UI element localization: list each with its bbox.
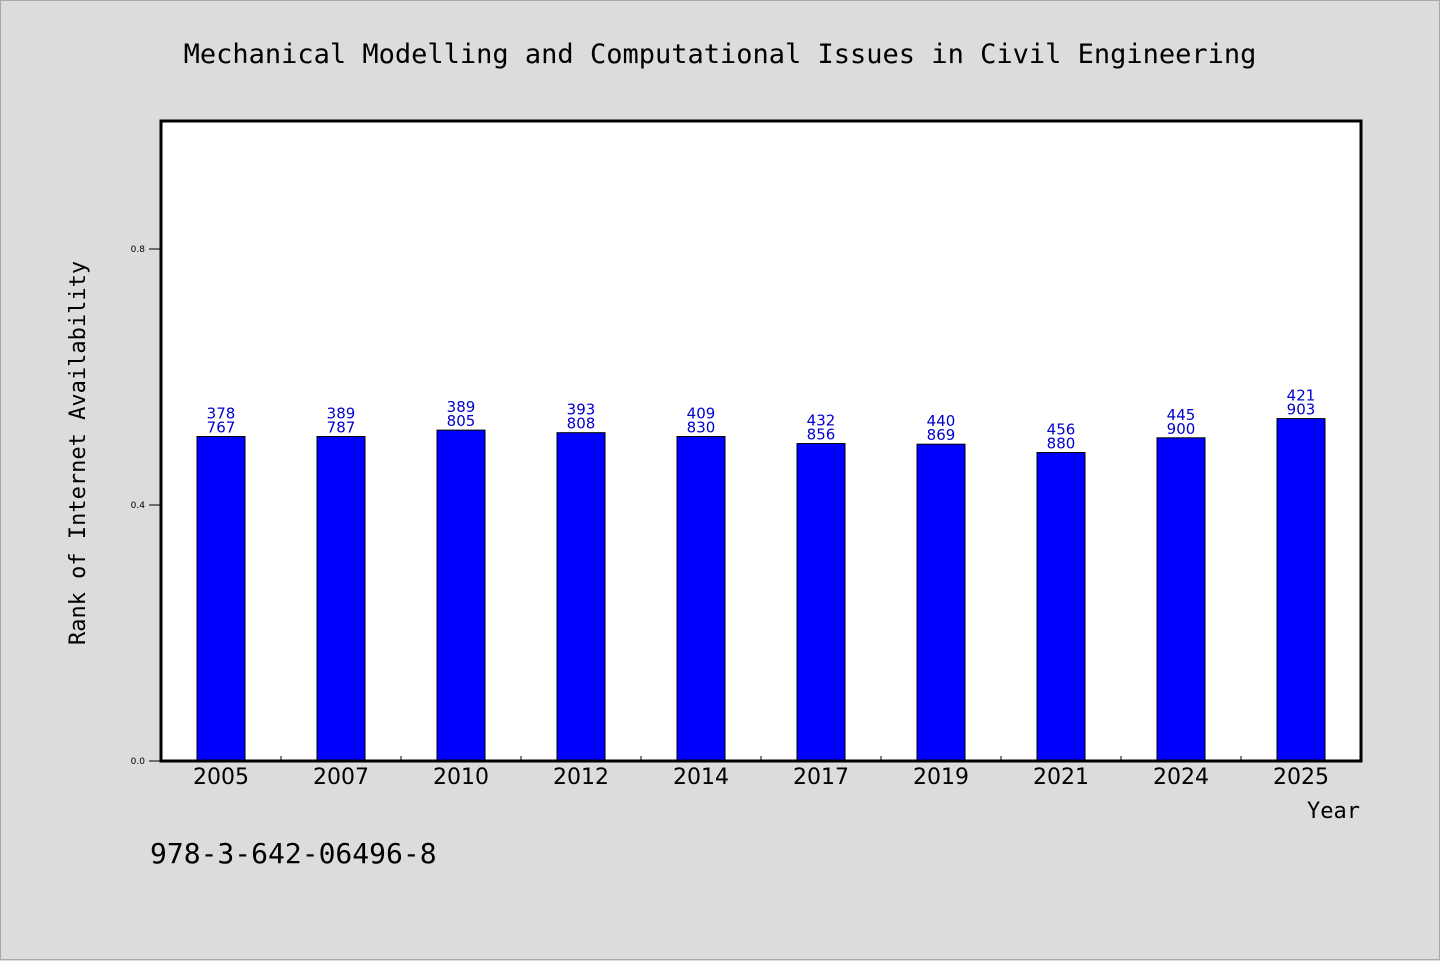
data-label-bottom: 805	[447, 412, 476, 430]
data-label-bottom: 830	[687, 419, 716, 437]
y-tick-label: 0.4	[131, 501, 146, 511]
data-label-top: 445	[1167, 406, 1196, 424]
x-tick-label: 2021	[1033, 765, 1089, 790]
data-label-bottom: 880	[1047, 435, 1076, 453]
bar	[796, 443, 846, 762]
data-label-bottom: 856	[807, 426, 836, 444]
data-label-top: 393	[567, 401, 596, 419]
y-axis: 0.0 0.4 0.8	[131, 245, 161, 767]
bar	[1276, 418, 1326, 762]
data-label-top: 389	[447, 398, 476, 416]
data-label-bottom: 767	[207, 419, 236, 437]
bars-layer	[196, 418, 1326, 762]
data-label-bottom: 808	[567, 415, 596, 433]
data-label-bottom: 903	[1287, 401, 1316, 419]
bar	[676, 436, 726, 762]
bar	[316, 436, 366, 762]
bar	[196, 436, 246, 762]
x-axis: 2005 2007 2010 2012 2014 2017 2019 2021 2024 2025	[193, 756, 1329, 790]
x-tick-label: 2005	[193, 765, 249, 790]
x-tick-label: 2024	[1153, 765, 1209, 790]
x-tick-label: 2012	[553, 765, 609, 790]
data-label-bottom: 900	[1167, 420, 1196, 438]
plot-border	[159, 119, 1363, 763]
bar	[1036, 452, 1086, 762]
x-tick-label: 2025	[1273, 765, 1329, 790]
data-label-top: 409	[687, 405, 716, 423]
x-tick-label: 2007	[313, 765, 369, 790]
data-label-top: 456	[1047, 421, 1076, 439]
chart-title: Mechanical Modelling and Computational I…	[184, 39, 1257, 70]
data-label-top: 389	[327, 405, 356, 423]
data-label-bottom: 787	[327, 419, 356, 437]
data-label-bottom: 869	[927, 426, 956, 444]
data-label-top: 432	[807, 412, 836, 430]
data-label-top: 440	[927, 412, 956, 430]
bar	[916, 443, 966, 762]
x-tick-label: 2014	[673, 765, 729, 790]
bar	[436, 429, 486, 762]
x-tick-label: 2017	[793, 765, 849, 790]
bar	[556, 432, 606, 762]
x-axis-label: Year	[1307, 799, 1360, 824]
bar	[1156, 437, 1206, 762]
isbn-footnote: 978-3-642-06496-8	[150, 837, 437, 870]
y-tick-label: 0.8	[131, 245, 146, 255]
data-label-top: 421	[1287, 387, 1316, 405]
y-axis-label: Rank of Internet Availability	[66, 261, 91, 645]
x-tick-label: 2010	[433, 765, 489, 790]
x-tick-label: 2019	[913, 765, 969, 790]
y-tick-label: 0.0	[131, 757, 146, 767]
data-label-top: 378	[207, 405, 236, 423]
